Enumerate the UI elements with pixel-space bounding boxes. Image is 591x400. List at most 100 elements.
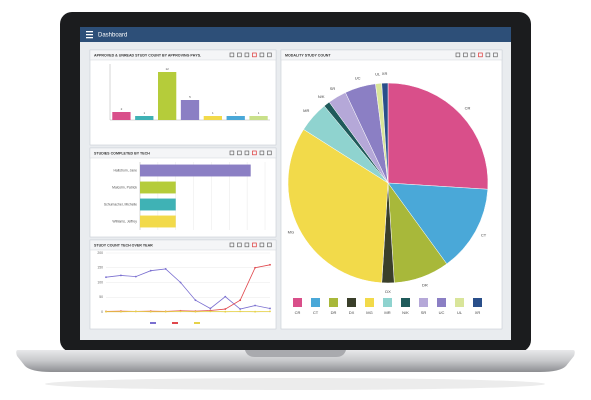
legend-label: SR (421, 310, 427, 315)
point (239, 310, 242, 313)
category-label: Williams, Jeffrey (112, 219, 137, 223)
toolbar-icon[interactable] (229, 150, 235, 156)
toolbar-icon[interactable] (267, 52, 272, 58)
legend-label: DR (331, 310, 337, 315)
pie-slice (387, 182, 489, 265)
legend-label: N/K (402, 310, 409, 315)
point (194, 310, 197, 313)
toolbar-icon[interactable] (267, 242, 272, 248)
pie-slice (381, 82, 389, 184)
legend-label: DX (349, 310, 355, 315)
menu-line (86, 37, 93, 39)
category-label: Malcolm, Patrick (112, 185, 137, 189)
value-label: 5 (189, 95, 191, 99)
panel (89, 49, 277, 146)
point (224, 308, 227, 310)
pie-slice (387, 82, 489, 190)
toolbar-icon[interactable] (244, 52, 250, 58)
category-label: Schumacher, Michelle (104, 202, 137, 206)
point (209, 310, 212, 313)
toolbar-icon[interactable] (455, 52, 461, 58)
pie-slice (287, 129, 389, 284)
legend-swatch (194, 322, 200, 324)
slice-label: UL (375, 72, 381, 77)
menu-icon[interactable] (86, 31, 93, 39)
menu-line (86, 31, 93, 33)
bar (249, 116, 268, 120)
bar (140, 164, 251, 177)
legend-swatch (311, 298, 320, 307)
y-tick-label: 150 (97, 266, 103, 270)
point (134, 275, 137, 278)
legend-label: CR (295, 310, 301, 315)
toolbar-icon[interactable] (252, 52, 257, 58)
slice-label: CR (465, 105, 471, 110)
toolbar-icon[interactable] (493, 52, 498, 58)
point (164, 310, 167, 313)
bar (140, 215, 176, 228)
toolbar-icon[interactable] (237, 150, 242, 156)
panel-header (89, 147, 277, 159)
toolbar-icon[interactable] (485, 52, 491, 58)
legend-swatch (150, 322, 156, 324)
toolbar-icon[interactable] (463, 52, 468, 58)
laptop-base (16, 350, 575, 372)
slice-label: DX (385, 289, 391, 294)
y-tick-label: 100 (97, 280, 103, 284)
bar (135, 116, 154, 120)
top-bar (80, 27, 511, 42)
point (269, 307, 271, 310)
toolbar-icon[interactable] (229, 242, 235, 248)
point (239, 299, 242, 302)
point (149, 269, 152, 272)
bar (180, 100, 200, 120)
legend-swatch (419, 298, 428, 307)
panel-title: STUDY COUNT TECH OVER YEAR (94, 243, 153, 247)
toolbar-icon[interactable] (244, 242, 250, 248)
panel-title: STUDIES COMPLETED BY TECH (94, 151, 150, 155)
toolbar-icon[interactable] (259, 52, 265, 58)
legend-label: UL (457, 310, 463, 315)
slice-label: MR (303, 108, 309, 113)
point (134, 310, 137, 313)
value-label: 1 (235, 111, 237, 115)
legend-swatch (329, 298, 338, 307)
shadow (45, 378, 545, 390)
toolbar-icon[interactable] (470, 52, 476, 58)
toolbar-icon[interactable] (259, 242, 265, 248)
toolbar-icon[interactable] (237, 242, 242, 248)
bar (140, 181, 176, 194)
legend-swatch (383, 298, 392, 307)
toolbar-icon[interactable] (259, 150, 265, 156)
legend-swatch (347, 298, 356, 307)
panel (89, 239, 277, 330)
toolbar-icon[interactable] (244, 150, 250, 156)
bar (112, 112, 131, 120)
toolbar-icon[interactable] (267, 150, 272, 156)
panel-header (280, 49, 503, 61)
point (120, 310, 122, 313)
toolbar-icon[interactable] (229, 52, 235, 58)
value-label: 1 (212, 111, 214, 115)
legend-swatch (172, 322, 178, 324)
point (239, 308, 242, 310)
slice-label: DR (422, 283, 428, 288)
bar (203, 116, 222, 120)
toolbar-icon[interactable] (252, 242, 257, 248)
point (179, 281, 182, 284)
trackpad-notch (245, 350, 346, 357)
bar (158, 72, 177, 120)
slice-label: UC (355, 75, 361, 80)
value-label: 12 (165, 67, 169, 71)
slice-label: N/K (318, 94, 325, 99)
point (209, 307, 212, 310)
toolbar-icon[interactable] (252, 150, 257, 156)
app-title: Dashboard (98, 33, 127, 39)
toolbar-icon[interactable] (478, 52, 483, 58)
point (105, 276, 107, 279)
legend-label: MG (366, 310, 372, 315)
toolbar-icon[interactable] (237, 52, 242, 58)
panel (89, 147, 277, 238)
